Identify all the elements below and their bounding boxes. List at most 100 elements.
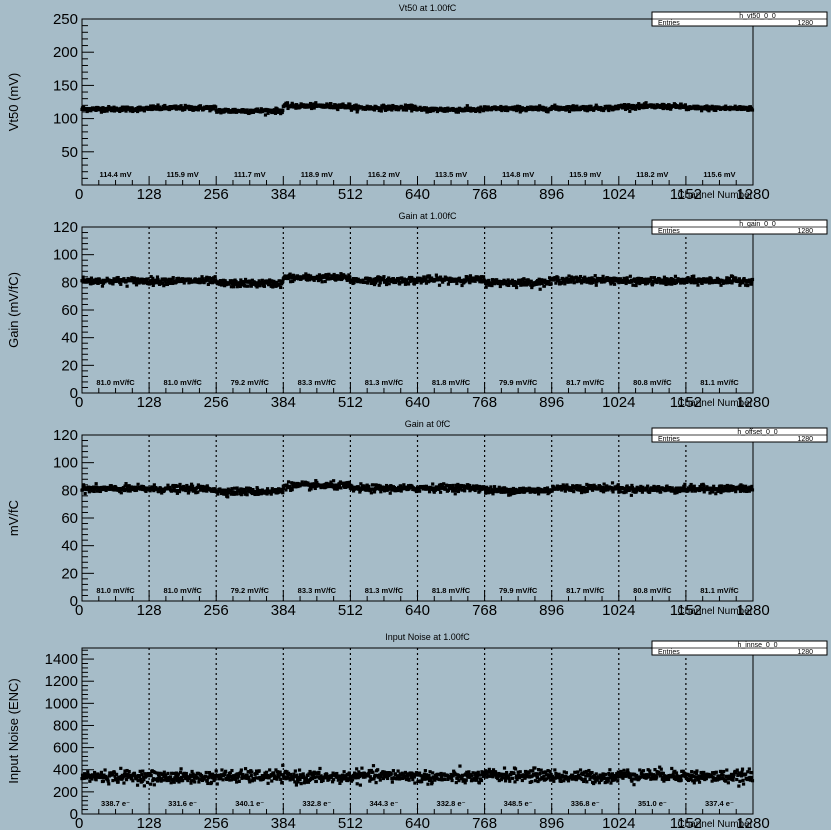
chip-average-label: 81.0 mV/fC [163, 378, 202, 387]
data-point [441, 484, 445, 488]
data-point [397, 775, 401, 779]
data-point [402, 483, 406, 487]
data-point [339, 779, 344, 783]
data-point [251, 488, 255, 492]
data-point [510, 278, 514, 282]
data-point [126, 775, 130, 779]
x-tick-label: 1024 [602, 186, 635, 203]
data-point [424, 108, 428, 112]
data-point [169, 781, 173, 785]
y-tick-label: 400 [53, 762, 78, 779]
data-point [163, 103, 167, 108]
data-point [339, 777, 343, 781]
y-tick-label: 0 [70, 593, 78, 610]
data-point [507, 487, 511, 492]
data-point [368, 779, 372, 783]
data-point [299, 782, 303, 786]
data-point [237, 779, 241, 783]
data-point [311, 772, 315, 776]
data-point [750, 277, 755, 282]
data-point [179, 104, 183, 108]
data-point [455, 486, 459, 490]
data-point [135, 783, 140, 787]
data-point [104, 488, 108, 492]
x-tick-label: 256 [204, 815, 229, 830]
data-point [750, 108, 755, 112]
data-point [98, 489, 102, 494]
data-point [197, 780, 201, 784]
data-point [512, 108, 516, 112]
data-point [372, 277, 376, 281]
data-point [329, 102, 333, 106]
data-point [438, 777, 442, 782]
data-point [90, 777, 94, 781]
data-point [419, 774, 423, 778]
data-point [525, 282, 530, 286]
data-point [741, 105, 745, 109]
data-point [490, 278, 495, 282]
data-point [669, 107, 673, 111]
data-point [145, 277, 149, 281]
chip-average-label: 115.9 mV [569, 170, 601, 179]
data-point [175, 491, 180, 495]
data-point [135, 777, 139, 781]
y-tick-label: 40 [61, 538, 78, 555]
data-point [282, 486, 286, 491]
data-point [367, 771, 371, 776]
x-tick-label: 384 [271, 815, 296, 830]
data-point [314, 779, 318, 784]
data-point [132, 281, 136, 285]
data-point [235, 486, 239, 490]
data-point [430, 780, 434, 785]
x-tick-label: 1152 [670, 394, 702, 411]
data-point [121, 776, 125, 780]
data-point [314, 101, 318, 105]
chip-average-label: 81.0 mV/fC [163, 586, 202, 595]
data-point [88, 779, 92, 783]
data-point [183, 107, 187, 112]
x-tick-label: 512 [338, 186, 363, 203]
data-point [432, 490, 436, 494]
data-point [371, 483, 375, 487]
data-point [269, 492, 273, 496]
data-point [289, 772, 293, 777]
data-point [123, 484, 127, 488]
data-point [554, 281, 558, 285]
data-point [107, 486, 111, 490]
data-point [255, 771, 259, 776]
data-point [537, 277, 541, 281]
data-point [150, 107, 154, 111]
data-point [428, 770, 432, 774]
data-point [579, 490, 584, 495]
data-point [114, 772, 119, 776]
y-tick-label: 200 [53, 784, 78, 801]
data-point [372, 777, 376, 781]
data-point [499, 490, 503, 494]
data-point [542, 490, 546, 494]
data-point [560, 281, 564, 285]
data-point [610, 488, 614, 492]
data-point [639, 484, 643, 489]
data-point [274, 280, 279, 284]
data-point [254, 776, 258, 780]
data-point [259, 492, 263, 496]
data-point [325, 772, 329, 777]
data-point [404, 279, 409, 283]
chip-average-label: 79.2 mV/fC [231, 586, 270, 595]
data-point [491, 489, 496, 494]
data-point [395, 777, 399, 781]
data-point [690, 489, 694, 493]
data-point [181, 778, 185, 782]
data-point [246, 284, 250, 288]
x-tick-label: 128 [137, 602, 162, 619]
data-point [579, 281, 584, 285]
data-point [523, 489, 527, 493]
data-point [659, 490, 663, 494]
chip-average-label: 115.6 mV [703, 170, 735, 179]
data-point [601, 274, 605, 278]
data-point [398, 282, 402, 286]
data-point [330, 780, 335, 784]
data-point [205, 484, 209, 488]
data-point [565, 276, 569, 280]
